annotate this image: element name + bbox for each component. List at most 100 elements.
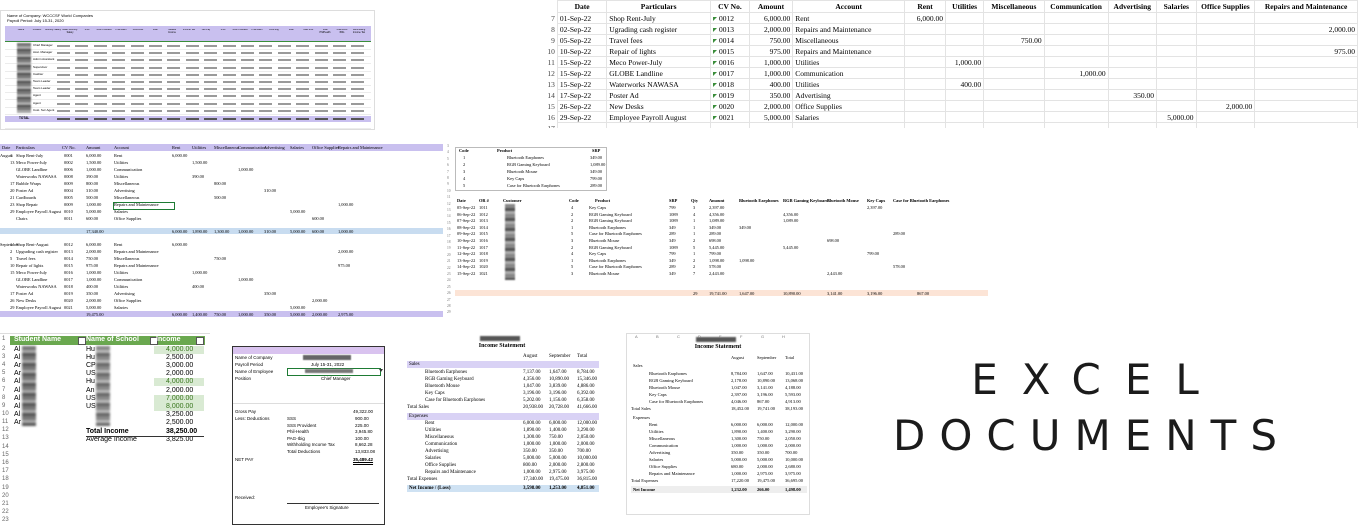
signature-label: Employee's Signature xyxy=(305,505,349,510)
small-ledger-header-8: Communication xyxy=(238,145,267,150)
school-name: Hu xyxy=(86,354,95,362)
net-pay-value: 35,489.42 xyxy=(353,457,374,462)
expense-line-label: Salaries xyxy=(649,457,664,462)
category-empty-cell xyxy=(1254,100,1358,112)
row-number: 14 xyxy=(447,214,451,219)
category-empty-cell xyxy=(983,100,1045,112)
payroll-value-dots xyxy=(130,81,144,83)
payroll-value-dots xyxy=(222,73,236,76)
srp-cell: 1089 xyxy=(669,211,678,217)
account-cell: Repairs and Maintenance xyxy=(792,45,906,57)
payroll-value-dots xyxy=(204,109,218,112)
or-cell: 1017 xyxy=(479,244,488,250)
category-empty-cell xyxy=(945,12,985,24)
expenses-band xyxy=(631,414,807,421)
total-cell: 17,340.00 xyxy=(86,229,104,234)
category-value-cell: 6,000.00 xyxy=(172,242,188,247)
category-empty-cell xyxy=(1043,78,1109,90)
student-income-table: Student Name Name of School Income 1 2 Al Hu 4,… xyxy=(0,334,210,528)
payroll-row-line xyxy=(5,42,371,50)
company-redacted xyxy=(696,337,736,342)
date-cell: 29 xyxy=(10,209,15,214)
row-number: 9 xyxy=(2,402,6,409)
particulars-cell: Repair of lights xyxy=(16,263,44,268)
category-empty-cell xyxy=(1107,45,1158,57)
expense-total: 10,000.00 xyxy=(785,457,803,462)
particulars-cell: Employee Payroll August xyxy=(16,305,62,310)
net-income-band xyxy=(631,486,807,493)
total-cell: 6,000.00 xyxy=(172,229,188,234)
total-sales-total: 38,193.00 xyxy=(785,406,803,411)
income-statement: Income Statement Sales August September Tota… xyxy=(403,333,601,513)
or-cell: 1012 xyxy=(479,211,488,217)
empty-cell xyxy=(904,122,947,128)
student-name: Al xyxy=(14,354,21,362)
total-cell: 1,890.00 xyxy=(192,229,208,234)
payroll-value-dots xyxy=(130,109,144,112)
category-empty-cell xyxy=(1043,56,1109,68)
payroll-value-dots xyxy=(314,95,328,98)
gross-label: Gross Pay xyxy=(235,409,257,414)
payroll-value-dots xyxy=(204,73,218,76)
ledger-header-5: Rent xyxy=(904,0,947,13)
payroll-value-dots xyxy=(259,52,273,55)
expense-line-label: Advertising xyxy=(649,450,671,455)
total-expenses-september: 19,475.00 xyxy=(757,478,775,483)
amount-cell: 5,445.00 xyxy=(709,244,725,250)
payroll-value-dots xyxy=(75,52,89,55)
company-label: Name of Company xyxy=(235,355,273,360)
ledger-header-12: Repairs and Maintenance xyxy=(1254,0,1358,13)
sales-band xyxy=(407,361,599,368)
payroll-value-dots xyxy=(130,66,144,69)
payroll-value-dots xyxy=(259,109,273,112)
net-income-september: 266.00 xyxy=(757,487,770,492)
payroll-value-dots xyxy=(351,102,365,105)
row-number: 10 xyxy=(447,188,451,193)
expense-august: 1,300.00 xyxy=(731,436,747,441)
row-number: 12 xyxy=(2,427,9,433)
category-empty-cell xyxy=(904,111,947,123)
particulars-cell: Meco Power-July xyxy=(606,56,712,68)
amount-cell: 350.00 xyxy=(748,89,794,101)
monthly-ledger-table: Date Particulars CV No. Amount Account Rent Ut… xyxy=(0,141,443,318)
payroll-value-dots xyxy=(167,52,181,55)
net-income-september: 1,253.00 xyxy=(549,486,567,491)
date-cell: 15-Sep-22 xyxy=(556,67,608,79)
payroll-value-dots xyxy=(167,45,181,47)
date-cell: 12-Sep-22 xyxy=(457,251,476,257)
row-number: 20 xyxy=(2,492,9,499)
error-flag-icon xyxy=(713,115,718,120)
expense-line-label: Utilities xyxy=(649,429,664,434)
category-empty-cell xyxy=(1156,67,1197,79)
or-cell: 1016 xyxy=(479,238,488,243)
category-value-cell: 2,000.00 xyxy=(1254,23,1358,35)
caption: EXCEL DOCUMENTS xyxy=(820,352,1350,464)
sales-line-label: Case for Bluetooth Earphones xyxy=(649,399,704,404)
account-cell: Utilities xyxy=(792,56,906,68)
total-bm: 3,141.00 xyxy=(827,291,843,296)
row-number: 27 xyxy=(447,297,451,302)
payroll-value-dots xyxy=(167,109,181,112)
product-name: Case for Bluetooth Earphones xyxy=(507,183,560,188)
cv-cell: 0016 xyxy=(710,56,750,68)
payroll-value-dots xyxy=(167,95,181,98)
income-cell: 4,000.00 xyxy=(166,346,194,353)
payroll-value-dots xyxy=(351,109,365,112)
sales-sheet-panel: Code Product SRP 1 Bluetooth Earphones 349.00… xyxy=(447,141,988,318)
category-empty-cell xyxy=(1195,111,1256,123)
sales-august: 4,356.00 xyxy=(523,377,541,382)
small-ledger-header-3: Amount xyxy=(86,145,101,150)
total-cell: 6,000.00 xyxy=(172,312,188,317)
sales-august: 4,046.00 xyxy=(731,399,747,404)
account-cell: Salaries xyxy=(792,111,906,123)
sales-total-band xyxy=(455,290,988,296)
sales-august: 1,047.00 xyxy=(523,384,541,389)
category-empty-cell xyxy=(983,67,1045,79)
income-bg xyxy=(154,410,204,419)
category-value-cell: 750.00 xyxy=(983,34,1045,46)
category-value-cell: 390.00 xyxy=(192,174,205,179)
date-cell: 29 xyxy=(10,305,15,310)
account-cell: Repairs and Maintenance xyxy=(792,23,906,35)
payroll-value-dots xyxy=(75,88,89,91)
category-value-cell: 799.00 xyxy=(867,251,880,257)
